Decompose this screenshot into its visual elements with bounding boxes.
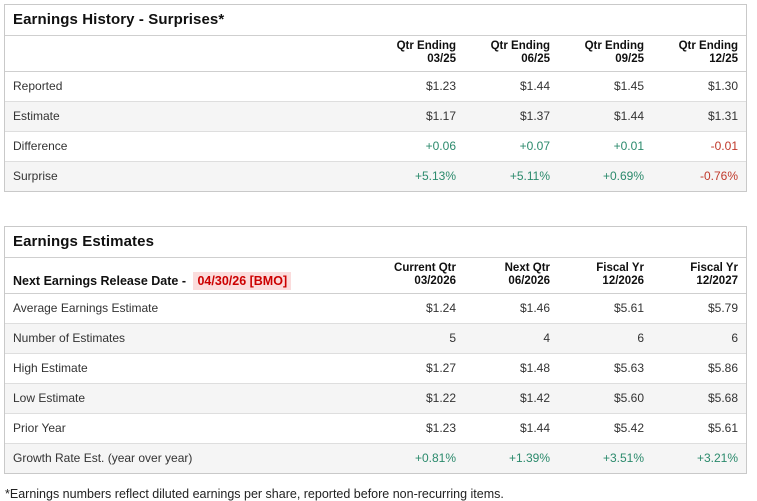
cell-value: $5.60 [558, 383, 652, 414]
cell-value: $5.63 [558, 353, 652, 384]
cell-value: +5.11% [509, 169, 550, 183]
cell-value: 5 [370, 323, 464, 354]
earnings-estimates-table: Next Earnings Release Date - 04/30/26 [B… [5, 258, 746, 473]
footnote: *Earnings numbers reflect diluted earnin… [5, 487, 504, 501]
cell-value: $1.45 [558, 71, 652, 102]
table-row: Difference +0.06 +0.07 +0.01 -0.01 [5, 131, 746, 162]
cell-value: +0.01 [558, 131, 652, 162]
cell-value: +0.81% [414, 451, 456, 465]
row-label: Low Estimate [5, 383, 370, 414]
cell-value: $1.27 [370, 353, 464, 384]
cell-value: $5.61 [652, 413, 746, 444]
cell-value: $1.44 [464, 413, 558, 444]
row-label: High Estimate [5, 353, 370, 384]
table-row: Prior Year $1.23 $1.44 $5.42 $5.61 [5, 413, 746, 444]
cell-value: $1.24 [370, 293, 464, 324]
cell-value: $5.61 [558, 293, 652, 324]
column-header: Fiscal Yr 12/2027 [652, 258, 746, 294]
column-header: Current Qtr 03/2026 [370, 258, 464, 294]
cell-value: $1.48 [464, 353, 558, 384]
cell-value: $1.23 [370, 413, 464, 444]
cell-value: +0.69% [602, 169, 644, 183]
cell-value: $1.22 [370, 383, 464, 414]
column-header: Fiscal Yr 12/2026 [558, 258, 652, 294]
header-row: Qtr Ending 03/25 Qtr Ending 06/25 Qtr Ending… [5, 36, 746, 72]
cell-value: $5.68 [652, 383, 746, 414]
row-label: Average Earnings Estimate [5, 293, 370, 324]
row-label: Prior Year [5, 413, 370, 444]
column-header: Qtr Ending 06/25 [464, 36, 558, 72]
cell-value: $1.23 [370, 71, 464, 102]
cell-value: $1.30 [652, 71, 746, 102]
cell-value: $5.79 [652, 293, 746, 324]
row-label: Estimate [5, 101, 370, 132]
next-earnings-release-cell: Next Earnings Release Date - 04/30/26 [B… [5, 258, 370, 294]
table-row: High Estimate $1.27 $1.48 $5.63 $5.86 [5, 353, 746, 384]
earnings-history-card: Earnings History - Surprises* Qtr Ending… [4, 4, 747, 192]
cell-value: $1.37 [464, 101, 558, 132]
earnings-history-title: Earnings History - Surprises* [5, 5, 746, 36]
cell-value: +1.39% [508, 451, 550, 465]
column-header: Qtr Ending 03/25 [370, 36, 464, 72]
earnings-estimates-card: Earnings Estimates Next Earnings Release… [4, 226, 747, 474]
cell-value: $5.42 [558, 413, 652, 444]
cell-value: $1.44 [464, 71, 558, 102]
release-date-value: 04/30/26 [BMO] [193, 272, 292, 290]
column-header: Next Qtr 06/2026 [464, 258, 558, 294]
cell-value: +5.13% [414, 169, 456, 183]
cell-value: +3.21% [696, 451, 738, 465]
earnings-estimates-body: Average Earnings Estimate $1.24 $1.46 $5.61… [5, 293, 746, 473]
table-row: Growth Rate Est. (year over year) +0.81% +… [5, 443, 746, 473]
row-label: Number of Estimates [5, 323, 370, 354]
cell-value: 4 [464, 323, 558, 354]
cell-value: +0.07 [464, 131, 558, 162]
row-label: Surprise [13, 169, 58, 183]
earnings-history-table: Qtr Ending 03/25 Qtr Ending 06/25 Qtr Ending… [5, 36, 746, 191]
earnings-estimates-title: Earnings Estimates [5, 227, 746, 258]
cell-value: $1.46 [464, 293, 558, 324]
cell-value: $5.86 [652, 353, 746, 384]
table-row: Low Estimate $1.22 $1.42 $5.60 $5.68 [5, 383, 746, 414]
cell-value: 6 [558, 323, 652, 354]
cell-value: $1.17 [370, 101, 464, 132]
cell-value: -0.01 [652, 131, 746, 162]
table-row: Surprise +5.13% +5.11% +0.69% -0.76% [5, 161, 746, 191]
empty-header-cell [5, 36, 370, 72]
column-header: Qtr Ending 12/25 [652, 36, 746, 72]
row-label: Growth Rate Est. (year over year) [13, 451, 193, 465]
table-row: Reported $1.23 $1.44 $1.45 $1.30 [5, 71, 746, 102]
table-row: Average Earnings Estimate $1.24 $1.46 $5.61… [5, 293, 746, 324]
cell-value: -0.76% [699, 169, 738, 183]
cell-value: +0.06 [370, 131, 464, 162]
column-header: Qtr Ending 09/25 [558, 36, 652, 72]
row-label: Reported [5, 71, 370, 102]
release-date-label: Next Earnings Release Date - [13, 274, 186, 288]
cell-value: $1.42 [464, 383, 558, 414]
cell-value: 6 [652, 323, 746, 354]
table-row: Estimate $1.17 $1.37 $1.44 $1.31 [5, 101, 746, 132]
row-label: Difference [5, 131, 370, 162]
cell-value: $1.44 [558, 101, 652, 132]
cell-value: +3.51% [602, 451, 644, 465]
table-row: Number of Estimates 5 4 6 6 [5, 323, 746, 354]
header-row: Next Earnings Release Date - 04/30/26 [B… [5, 258, 746, 294]
cell-value: $1.31 [652, 101, 746, 132]
earnings-history-body: Reported $1.23 $1.44 $1.45 $1.30 Estimate $1.1… [5, 71, 746, 191]
